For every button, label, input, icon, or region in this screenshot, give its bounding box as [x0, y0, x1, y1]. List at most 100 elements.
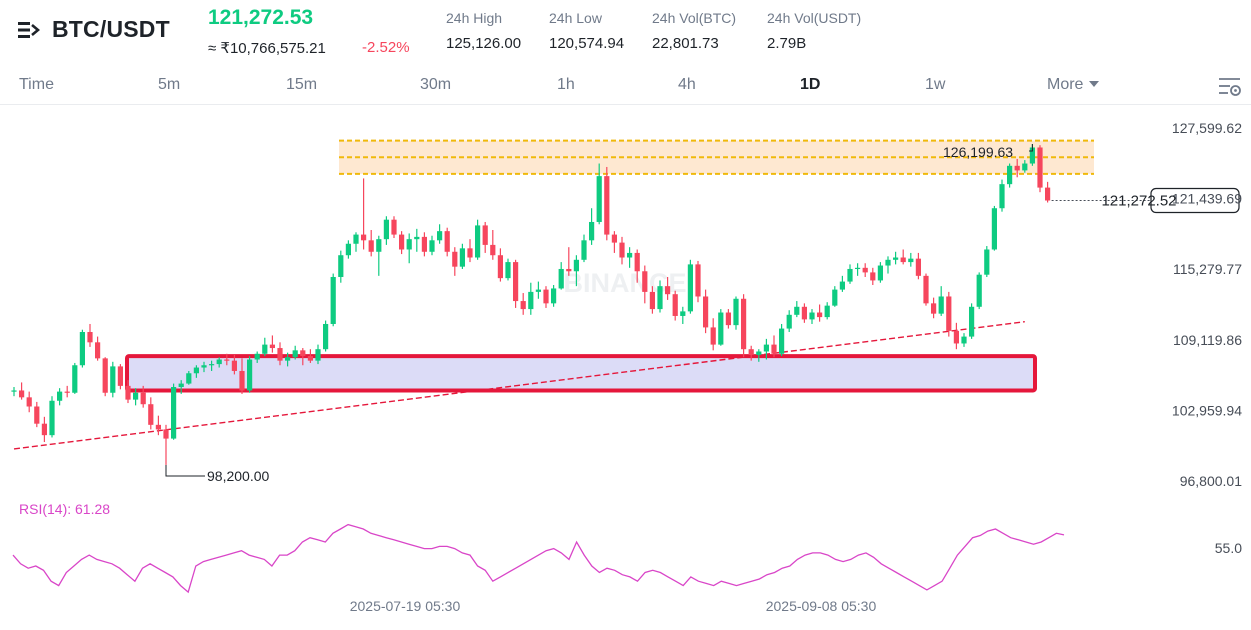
- stat-24h-high: 24h High 125,126.00: [446, 10, 521, 52]
- candle-body: [444, 231, 450, 252]
- tab-1w[interactable]: 1w: [925, 76, 946, 93]
- rsi-tick: 55.0: [1215, 540, 1242, 556]
- candle-body: [269, 344, 275, 349]
- candle: [862, 263, 868, 277]
- tab-1d[interactable]: 1D: [800, 76, 821, 93]
- tab-5m[interactable]: 5m: [158, 76, 181, 93]
- candle: [900, 249, 906, 265]
- candle: [687, 259, 693, 314]
- candle: [1022, 160, 1028, 173]
- candle-body: [11, 390, 17, 392]
- stat-24h-vol-btc: 24h Vol(BTC) 22,801.73: [652, 10, 736, 52]
- candle: [444, 227, 450, 257]
- last-price-tag: [1150, 187, 1240, 214]
- candle-body: [353, 234, 359, 244]
- candle-body: [79, 332, 85, 366]
- candle-body: [254, 353, 260, 360]
- candle: [505, 258, 511, 281]
- candle: [855, 263, 861, 276]
- tab-1h[interactable]: 1h: [557, 76, 575, 93]
- y-tick-label: 115,279.77: [1173, 261, 1242, 277]
- candle-body: [117, 366, 123, 386]
- candle-body: [573, 259, 579, 272]
- candle-body: [247, 359, 253, 391]
- rsi-layer: [12, 523, 1065, 594]
- candle-body: [57, 391, 63, 401]
- candle-body: [915, 258, 921, 276]
- candle: [665, 276, 671, 300]
- candle: [467, 239, 473, 263]
- candle: [437, 224, 443, 244]
- chart-settings-icon[interactable]: [1218, 76, 1242, 98]
- pair-title[interactable]: BTC/USDT: [52, 16, 170, 42]
- candle-body: [1014, 165, 1020, 171]
- candle: [528, 282, 534, 315]
- candles-layer: [11, 144, 1051, 465]
- candle: [406, 233, 412, 264]
- tab-30m[interactable]: 30m: [420, 76, 452, 93]
- candle-body: [429, 240, 435, 252]
- candle-body: [95, 342, 101, 359]
- candle: [95, 336, 101, 361]
- candle: [368, 230, 374, 257]
- candle: [763, 338, 769, 360]
- candle: [148, 397, 154, 430]
- candle-body: [611, 234, 617, 243]
- candle-body: [961, 336, 967, 344]
- candle-body: [87, 332, 93, 343]
- candle-body: [779, 328, 785, 354]
- candle-body: [72, 365, 78, 393]
- candle-body: [148, 404, 154, 425]
- candle: [915, 252, 921, 280]
- candle: [497, 248, 503, 282]
- candle-body: [186, 373, 192, 384]
- candle: [475, 219, 481, 260]
- candle-body: [300, 350, 306, 357]
- candle: [931, 297, 937, 319]
- candle: [908, 252, 914, 267]
- candle: [535, 281, 541, 299]
- candle: [72, 362, 78, 394]
- candle-body: [786, 314, 792, 329]
- inr-price: ≈ ₹10,766,575.21: [208, 40, 326, 57]
- candle-body: [938, 296, 944, 314]
- candle-body: [345, 243, 351, 256]
- y-tick-label: 109,119.86: [1173, 332, 1242, 348]
- candle-body: [163, 429, 169, 439]
- tab-time[interactable]: Time: [19, 76, 54, 93]
- candle-body: [26, 397, 32, 407]
- candle-body: [459, 248, 465, 267]
- y-tick-label: 121,439.69: [1172, 191, 1242, 207]
- tab-more[interactable]: More: [1047, 76, 1100, 94]
- stat-label: 24h Vol(USDT): [767, 10, 862, 26]
- candle: [247, 356, 253, 393]
- candle-body: [421, 236, 427, 252]
- candle: [262, 337, 268, 357]
- tab-15m[interactable]: 15m: [286, 76, 318, 93]
- stat-value: 22,801.73: [652, 35, 719, 52]
- candle: [155, 415, 161, 436]
- candle-body: [338, 255, 344, 277]
- menu-icon[interactable]: [18, 20, 40, 40]
- candle: [710, 318, 716, 351]
- candle-body: [847, 268, 853, 282]
- candle: [87, 323, 93, 347]
- candle-body: [832, 289, 838, 306]
- candle: [634, 249, 640, 283]
- candle: [824, 302, 830, 320]
- candle-body: [558, 268, 564, 289]
- candle-body: [467, 248, 473, 258]
- candle: [672, 290, 678, 321]
- candle: [1007, 163, 1013, 188]
- candle: [399, 231, 405, 255]
- candle-body: [695, 264, 701, 297]
- price-change: -2.52%: [362, 39, 410, 56]
- candle: [627, 247, 633, 268]
- candle-body: [482, 225, 488, 245]
- candle-body: [551, 288, 557, 304]
- tab-4h[interactable]: 4h: [678, 76, 696, 93]
- candle: [649, 286, 655, 314]
- candle-body: [771, 344, 777, 354]
- candle: [832, 286, 838, 307]
